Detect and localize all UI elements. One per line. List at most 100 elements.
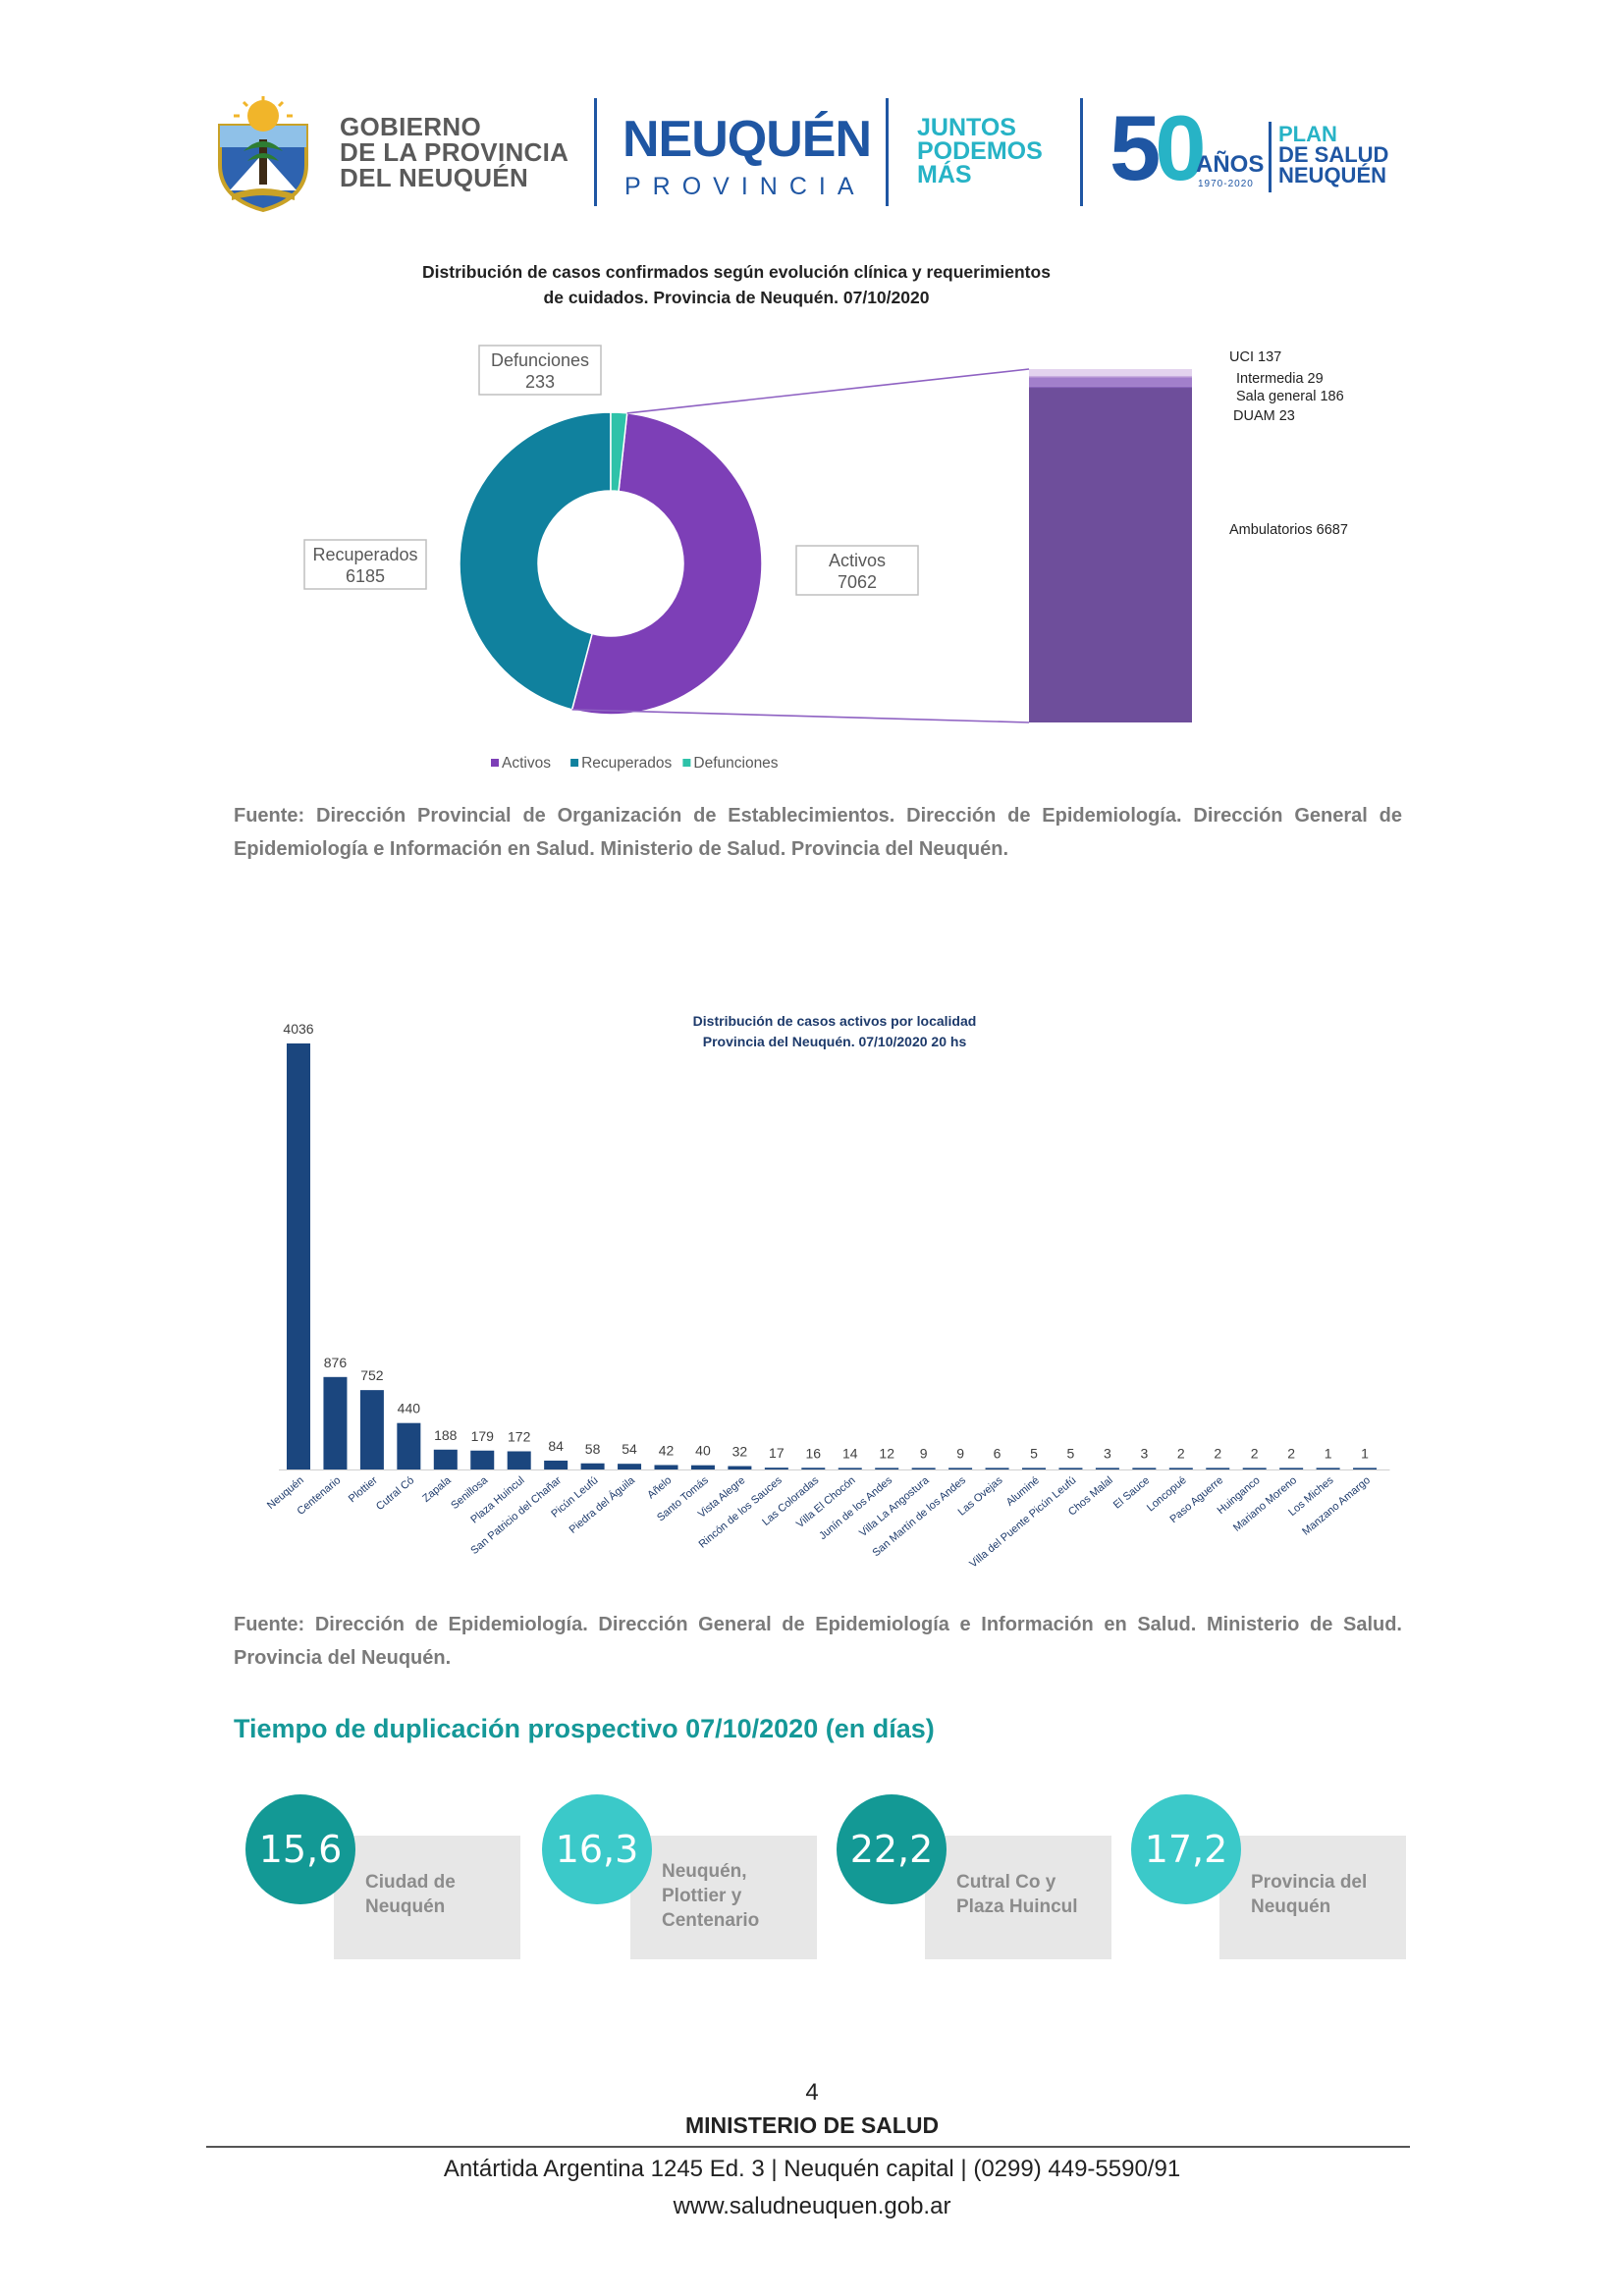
- bar-huinganco: [1242, 1468, 1267, 1469]
- bar-value-label: 6: [994, 1445, 1001, 1461]
- duplication-label-line: Neuquén: [365, 1896, 446, 1917]
- bar-value-label: 32: [732, 1444, 748, 1460]
- bar-value-label: 58: [585, 1441, 601, 1457]
- bar-category-label: Manzano Amargo: [1300, 1474, 1373, 1538]
- bar-paso-aguerre: [1206, 1468, 1230, 1469]
- legend-label: Defunciones: [693, 755, 778, 772]
- anniversary-logo: 50: [1110, 102, 1207, 194]
- breakdown-label: Intermedia 29: [1236, 371, 1324, 387]
- bar-value-label: 2: [1251, 1445, 1259, 1461]
- bar-las-coloradas: [801, 1468, 826, 1469]
- bar-value-label: 54: [622, 1441, 637, 1457]
- gov-line: GOBIERNO: [340, 112, 481, 141]
- chart1-title-line: Distribución de casos confirmados según …: [422, 262, 1051, 282]
- health-plan-logo: PLAN DE SALUD NEUQUÉN: [1278, 122, 1389, 187]
- bar-value-label: 16: [806, 1445, 822, 1461]
- donut-label-box: [795, 545, 919, 596]
- bar-chos-malal: [1095, 1468, 1119, 1469]
- plan-line: DE SALUD: [1278, 142, 1389, 167]
- page-header: GOBIERNO DE LA PROVINCIA DEL NEUQUÉN NEU…: [0, 88, 1624, 216]
- bar-value-label: 2: [1287, 1445, 1295, 1461]
- chart2-title-line: Provincia del Neuquén. 07/10/2020 20 hs: [702, 1034, 967, 1049]
- plan-divider: [1269, 122, 1272, 192]
- duplication-value-circle: 16,3: [542, 1794, 652, 1904]
- bar-alumin-: [1022, 1468, 1046, 1469]
- bar-value-label: 9: [920, 1445, 928, 1461]
- bar-value-label: 17: [769, 1445, 785, 1461]
- bar-las-ovejas: [985, 1468, 1009, 1469]
- chart1-title-line: de cuidados. Provincia de Neuquén. 07/10…: [543, 288, 930, 307]
- bar-value-label: 3: [1140, 1445, 1148, 1461]
- bar-category-label: Plottier: [347, 1474, 380, 1505]
- chart2-source: Fuente: Dirección de Epidemiología. Dire…: [234, 1614, 1402, 1669]
- legend-swatch: [682, 759, 691, 767]
- gov-line: DEL NEUQUÉN: [340, 163, 529, 192]
- duplication-label: Neuquén, Plottier y Centenario: [662, 1859, 759, 1933]
- donut-slice-defunciones: [610, 411, 628, 493]
- connector-line: [571, 709, 1030, 723]
- slogan: JUNTOS PODEMOS MÁS: [917, 116, 1043, 187]
- bar-vista-alegre: [728, 1466, 752, 1469]
- bar-value-label: 752: [360, 1367, 384, 1383]
- bar-villa-del-puente-pic-n-leuf-: [1058, 1468, 1083, 1469]
- anniversary-zero: 0: [1155, 96, 1206, 199]
- plan-line: PLAN: [1278, 122, 1337, 146]
- bar-villa-el-choc-n: [838, 1468, 862, 1469]
- bar-value-label: 2: [1177, 1445, 1185, 1461]
- duplication-card: [630, 1836, 817, 1959]
- bar-piedra-del-guila: [618, 1464, 642, 1469]
- donut-label-name: Activos: [829, 551, 886, 570]
- bar-category-label: Añelo: [645, 1474, 674, 1501]
- chart2-title-line: Distribución de casos activos por locali…: [692, 1013, 977, 1029]
- bar-mariano-moreno: [1279, 1468, 1304, 1469]
- anniversary-word: AÑOS: [1196, 151, 1265, 178]
- bar-plottier: [359, 1390, 384, 1469]
- bar-value-label: 1: [1361, 1445, 1369, 1461]
- header-divider: [1080, 98, 1083, 206]
- bar-villa-la-angostura: [911, 1468, 936, 1469]
- breakdown-label: Sala general 186: [1236, 389, 1344, 404]
- bar-value-label: 2: [1214, 1445, 1221, 1461]
- footer-address: Antártida Argentina 1245 Ed. 3 | Neuquén…: [443, 2156, 1181, 2182]
- legend-label: Activos: [502, 755, 551, 772]
- bar-value-label: 172: [508, 1429, 531, 1445]
- bar-los-miches: [1316, 1468, 1340, 1469]
- legend-swatch: [491, 759, 499, 767]
- breakdown-segment: [1029, 369, 1192, 376]
- ministry-name: MINISTERIO DE SALUD: [684, 2112, 940, 2138]
- anniversary-five: 5: [1110, 96, 1161, 199]
- plan-line: NEUQUÉN: [1278, 163, 1387, 187]
- duplication-label: Ciudad de Neuquén: [365, 1870, 456, 1919]
- header-divider: [886, 98, 889, 206]
- breakdown-label: DUAM 23: [1233, 408, 1295, 424]
- donut-label-value: 233: [525, 372, 555, 392]
- bar-zapala: [433, 1449, 458, 1469]
- bar-rinc-n-de-los-sauces: [764, 1468, 788, 1469]
- province-shield-logo: [218, 96, 308, 212]
- header-divider: [594, 98, 597, 206]
- connector-line: [626, 368, 1030, 414]
- bar-a-elo: [654, 1465, 678, 1469]
- province-subtitle: PROVINCIA: [624, 173, 866, 200]
- bar-category-label: Piedra del Águila: [567, 1473, 638, 1536]
- chart1-source: Fuente: Dirección Provincial de Organiza…: [234, 805, 1402, 860]
- footer-divider: [206, 2146, 1410, 2148]
- bar-value-label: 14: [842, 1445, 858, 1461]
- breakdown-segment: [1029, 377, 1192, 387]
- duplication-card: [1219, 1836, 1406, 1959]
- duplication-value-circle: 15,6: [245, 1794, 355, 1904]
- bar-category-label: Mariano Moreno: [1231, 1474, 1299, 1534]
- chart2-title: Distribución de casos activos por locali…: [589, 1011, 1080, 1052]
- bar-value-label: 84: [548, 1438, 564, 1454]
- bar-value-label: 188: [434, 1427, 458, 1443]
- bar-cutral-c-: [397, 1422, 421, 1469]
- donut-label-box: [478, 345, 602, 396]
- donut-label-box: [303, 539, 427, 590]
- duplication-label-line: Plottier y: [662, 1886, 742, 1906]
- slogan-line: MÁS: [917, 161, 972, 188]
- donut-label-value: 7062: [838, 572, 877, 592]
- bar-neuqu-n: [287, 1043, 310, 1469]
- bar-el-sauce: [1132, 1468, 1157, 1469]
- duplication-label-line: Neuquén,: [662, 1861, 747, 1882]
- province-wordmark: NEUQUÉN: [623, 111, 872, 168]
